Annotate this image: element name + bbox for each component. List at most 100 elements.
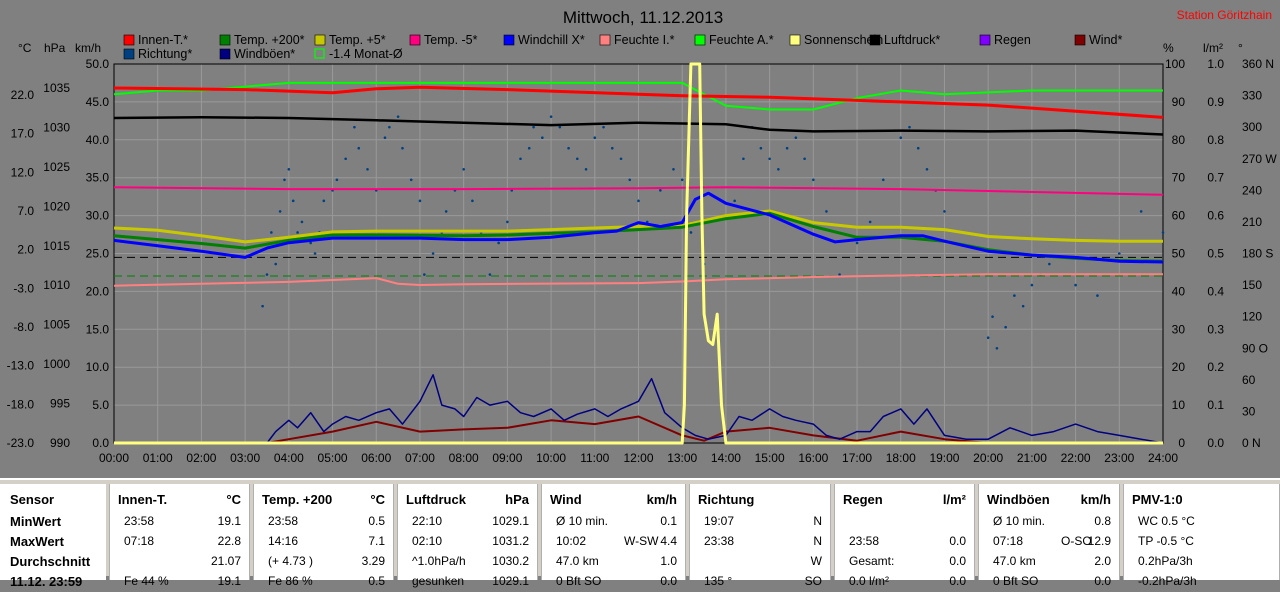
humidity-tick-label: 80 — [1172, 133, 1186, 147]
direction-point — [278, 210, 282, 213]
legend-swatch — [694, 34, 706, 46]
legend-swatch — [789, 34, 801, 46]
humidity-tick-label: 70 — [1172, 171, 1186, 185]
humidity-tick-label: 50 — [1172, 247, 1186, 261]
pressure-tick-label: 1025 — [43, 160, 70, 174]
direction-point — [409, 178, 413, 182]
direction-point — [637, 199, 640, 203]
row-value: 0.5 — [368, 574, 385, 588]
row-label: TP -0.5 °C — [1138, 534, 1194, 548]
summary-panel: Windböen km/h Ø 10 min. 0.8 07:18 O-SO 12.9 47.… — [978, 484, 1120, 588]
direction-point — [1074, 283, 1077, 287]
row-value: 1029.1 — [492, 514, 529, 528]
row-value: 21.07 — [210, 554, 241, 568]
humidity-tick-label: 100 — [1165, 57, 1185, 71]
row-label: Fe 86 % — [268, 574, 313, 588]
summary-panel: Regen l/m² 23:58 0.0 Gesamt: 0.0 0.0 l/m² 0.0 — [834, 484, 975, 588]
humidity-tick-label: 0 — [1178, 436, 1185, 450]
direction-point — [388, 125, 391, 129]
row-value: 2.0 — [1094, 554, 1111, 568]
direction-point — [916, 146, 920, 150]
legend-label: Wind* — [1089, 33, 1122, 47]
direction-point — [401, 146, 404, 150]
panel-row: 23:58 0.0 — [843, 534, 966, 552]
direction-point — [462, 167, 465, 171]
row-extra: O-SO — [1061, 534, 1092, 548]
direction-point — [1161, 231, 1165, 234]
direction-point — [541, 136, 544, 139]
panel-row: 21.07 — [118, 554, 241, 572]
legend-swatch — [123, 34, 135, 46]
legend-swatch — [219, 48, 231, 60]
row-value: 0.0 — [949, 554, 966, 568]
sensor-row-avg: Durchschnitt — [10, 554, 91, 569]
row-label: ^1.0hPa/h — [412, 554, 466, 568]
rain-tick-label: 0.4 — [1207, 284, 1224, 298]
unit-humidity: % — [1163, 41, 1174, 55]
sensor-header: Sensor — [10, 492, 55, 507]
x-tick-label: 00:00 — [99, 451, 129, 465]
chart-canvas: 00:00 01:00 02:00 03:00 04:00 05:00 06:00 07:00… — [7, 8, 1278, 465]
x-tick-label: 02:00 — [186, 451, 216, 465]
panel-row: -0.2hPa/3h — [1132, 574, 1271, 592]
sensor-row-max: MaxWert — [10, 534, 64, 549]
panel-row: gesunken 1029.1 — [406, 574, 529, 592]
temp-tick-label: -8.0 — [13, 320, 34, 334]
legend-label: Windchill X* — [518, 33, 585, 47]
panel-row: TP -0.5 °C — [1132, 534, 1271, 552]
x-tick-label: 10:00 — [536, 451, 566, 465]
row-value: 19.1 — [217, 574, 241, 588]
wind-tick-label: 5.0 — [92, 398, 109, 412]
direction-point — [838, 273, 841, 276]
pressure-tick-label: 1035 — [43, 81, 70, 95]
pressure-tick-label: 1030 — [43, 120, 70, 134]
series-line-luftdruck — [113, 115, 1164, 136]
direction-point — [619, 157, 623, 161]
rain-tick-label: 0.7 — [1207, 171, 1224, 185]
direction-point — [549, 115, 553, 118]
temp-tick-label: -18.0 — [7, 397, 35, 411]
summary-panel: Luftdruck hPa 22:10 1029.1 02:10 1031.2 ^1.0hP… — [397, 484, 538, 588]
series-line-innen — [113, 85, 1164, 119]
humidity-tick-label: 40 — [1172, 284, 1186, 298]
summary-panel: PMV-1:0 WC 0.5 °C TP -0.5 °C 0.2hPa/3h -0.2h… — [1123, 484, 1280, 588]
direction-point — [825, 210, 828, 213]
series — [113, 62, 1165, 445]
row-label: 47.0 km — [556, 554, 599, 568]
sensor-row-min: MinWert — [10, 514, 62, 529]
panel-row: W — [698, 554, 822, 572]
wind-tick-label: 20.0 — [86, 284, 110, 298]
direction-point — [265, 273, 269, 276]
panel-row: (+ 4.73 ) 3.29 — [262, 554, 385, 572]
x-tick-label: 06:00 — [361, 451, 391, 465]
direction-point — [418, 199, 422, 203]
direction-tick-label: 300 — [1242, 120, 1262, 134]
panel-unit: °C — [370, 492, 385, 507]
direction-point — [366, 167, 369, 171]
x-tick-label: 01:00 — [143, 451, 173, 465]
legend-swatch — [503, 34, 515, 46]
row-label: 19:07 — [704, 514, 735, 528]
direction-point — [602, 125, 605, 129]
pressure-tick-label: 1015 — [43, 239, 70, 253]
direction-point — [383, 136, 387, 139]
row-label: 23:58 — [268, 514, 299, 528]
row-label: -0.2hPa/3h — [1138, 574, 1197, 588]
panel-row: 0.2hPa/3h — [1132, 554, 1271, 572]
row-label: (+ 4.73 ) — [268, 554, 314, 568]
direction-point — [274, 262, 278, 266]
summary-panel: Temp. +200 °C 23:58 0.5 14:16 7.1 (+ 4.73 ) 3.2… — [253, 484, 394, 588]
direction-point — [444, 210, 448, 213]
row-value: 0.5 — [368, 514, 385, 528]
legend-label: -1.4 Monat-Ø — [329, 47, 403, 61]
direction-point — [497, 241, 500, 245]
rain-tick-label: 0.0 — [1207, 436, 1224, 450]
legend-swatch — [123, 48, 135, 60]
temp-tick-label: 12.0 — [11, 165, 35, 179]
x-tick-label: 23:00 — [1104, 451, 1134, 465]
summary-table: Sensor MinWert MaxWert Durchschnitt 11.1… — [0, 478, 1280, 589]
panel-row: Ø 10 min. 0.1 — [550, 514, 677, 532]
direction-point — [610, 146, 614, 150]
panel-row: 0 Bft SO 0.0 — [550, 574, 677, 592]
x-tick-label: 03:00 — [230, 451, 260, 465]
